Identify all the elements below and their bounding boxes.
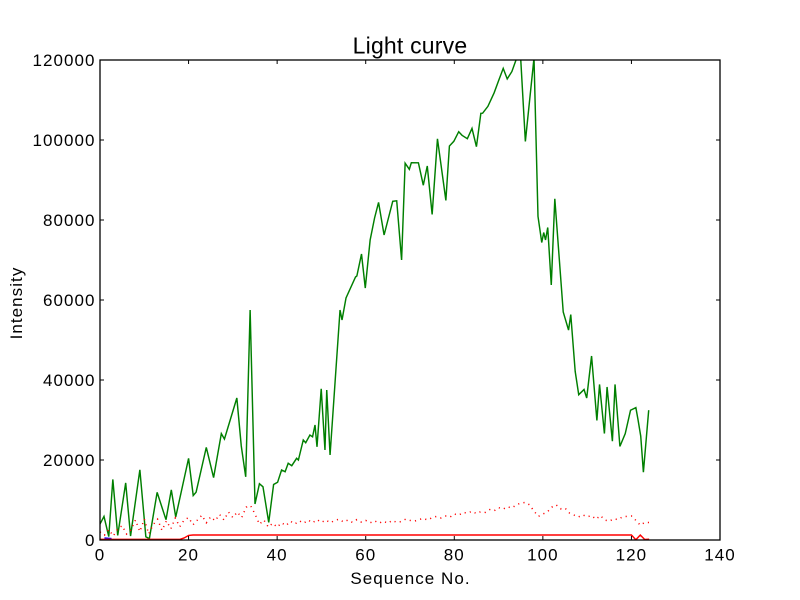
svg-text:Intensity: Intensity (7, 267, 26, 340)
svg-text:20000: 20000 (43, 451, 96, 470)
svg-text:0: 0 (95, 546, 106, 565)
svg-text:100000: 100000 (32, 131, 95, 150)
svg-text:120000: 120000 (32, 51, 95, 70)
svg-text:60: 60 (355, 546, 376, 565)
svg-text:60000: 60000 (43, 291, 96, 310)
svg-text:40: 40 (267, 546, 288, 565)
svg-text:120: 120 (616, 546, 648, 565)
svg-text:80: 80 (444, 546, 465, 565)
svg-text:40000: 40000 (43, 371, 96, 390)
svg-text:140: 140 (704, 546, 736, 565)
svg-text:80000: 80000 (43, 211, 96, 230)
svg-text:100: 100 (527, 546, 559, 565)
svg-text:20: 20 (178, 546, 199, 565)
svg-text:Sequence No.: Sequence No. (350, 569, 470, 588)
svg-text:Light curve: Light curve (353, 33, 468, 59)
svg-text:0: 0 (85, 531, 96, 550)
